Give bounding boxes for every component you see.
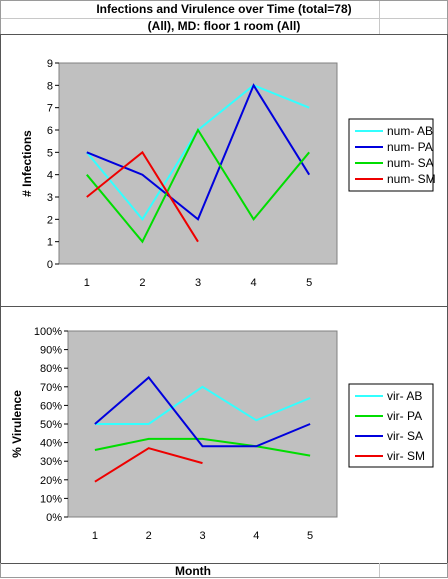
x-tick-label: 1	[84, 277, 90, 289]
y-tick-label: 100%	[34, 326, 62, 338]
x-tick-label: 4	[253, 530, 259, 542]
virulence-chart[interactable]: 0% 10% 20% 30% 40% 50% 60% 70% 80% 90% 100% 1 2 3 4 5 % …	[0, 306, 448, 564]
y-tick-label: 0	[47, 259, 53, 271]
y-tick-label: 7	[47, 103, 53, 115]
y-tick-label: 70%	[40, 382, 62, 394]
legend-box	[348, 383, 434, 468]
legend-entry: vir- AB	[387, 389, 422, 403]
x-tick-label: 5	[306, 277, 312, 289]
y-tick-label: 40%	[40, 438, 62, 450]
y-tick-label: 20%	[40, 475, 62, 487]
y-tick-label: 60%	[40, 400, 62, 412]
legend-entry: num- SM	[387, 172, 436, 186]
plot-area	[58, 62, 338, 265]
y-tick-label: 4	[47, 170, 53, 182]
y-tick-label: 80%	[40, 363, 62, 375]
y-tick-label: 9	[47, 58, 53, 70]
x-axis-title: Month	[175, 564, 211, 578]
x-tick-label: 3	[199, 530, 205, 542]
report-header: Infections and Virulence over Time (tota…	[0, 0, 448, 35]
chart-title: Infections and Virulence over Time (tota…	[96, 2, 352, 16]
footer-band: Month	[0, 563, 448, 578]
y-tick-label: 2	[47, 214, 53, 226]
y-tick-label: 90%	[40, 345, 62, 357]
series-line-vir-sa	[94, 376, 311, 448]
y-tick-label: 8	[47, 80, 53, 92]
y-tick-label: 30%	[40, 456, 62, 468]
y-tick-label: 5	[47, 147, 53, 159]
y-axis-title: % Virulence	[10, 390, 24, 458]
x-tick-label: 5	[307, 530, 313, 542]
virulence-chart-svg: 0% 10% 20% 30% 40% 50% 60% 70% 80% 90% 100% 1 2 3 4 5 % …	[10, 326, 434, 542]
series-line-num-sm	[86, 150, 199, 243]
legend-entry: vir- SM	[387, 449, 425, 463]
series-line-vir-sm	[94, 447, 203, 483]
y-tick-label: 1	[47, 237, 53, 249]
x-tick-label: 3	[195, 277, 201, 289]
legend-entry: num- PA	[387, 140, 433, 154]
x-tick-label: 2	[139, 277, 145, 289]
legend-entry: num- SA	[387, 156, 434, 170]
legend-entry: vir- SA	[387, 429, 423, 443]
y-tick-label: 3	[47, 192, 53, 204]
series-line-vir-ab	[94, 385, 311, 425]
y-axis-title: # Infections	[20, 130, 34, 197]
infections-chart-svg: 0 1 2 3 4 5 6 7 8 9 1 2 3 4 5 # Infections num- AB num- P…	[20, 58, 436, 289]
series-line-num-sa	[86, 127, 310, 244]
infections-chart[interactable]: 0 1 2 3 4 5 6 7 8 9 1 2 3 4 5 # Infections num- AB num- P…	[0, 34, 448, 308]
x-tick-label: 4	[251, 277, 257, 289]
x-tick-label: 1	[92, 530, 98, 542]
series-line-vir-pa	[94, 437, 311, 457]
y-tick-label: 6	[47, 125, 53, 137]
legend-entry: vir- PA	[387, 409, 422, 423]
chart-subtitle: (All), MD: floor 1 room (All)	[147, 19, 301, 33]
y-tick-label: 50%	[40, 419, 62, 431]
y-tick-label: 0%	[46, 512, 62, 524]
legend-entry: num- AB	[387, 124, 433, 138]
x-tick-label: 2	[146, 530, 152, 542]
y-tick-label: 10%	[40, 493, 62, 505]
